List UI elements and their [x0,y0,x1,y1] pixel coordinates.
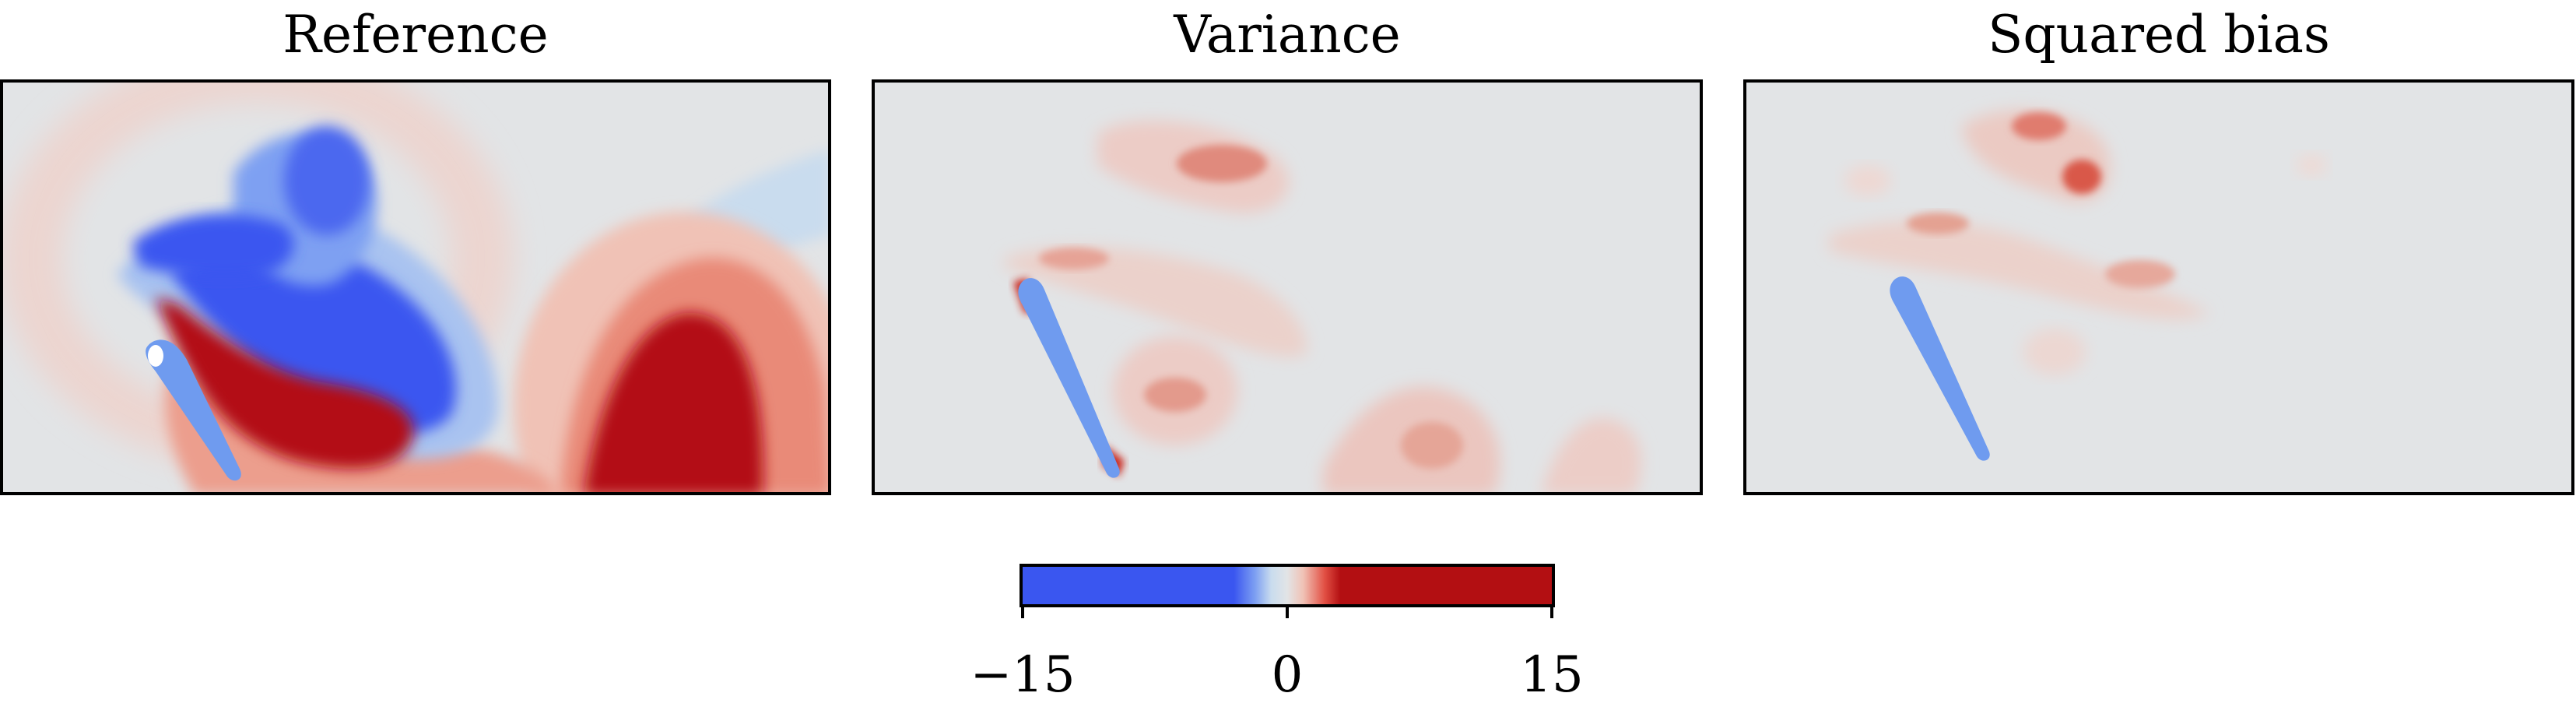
bias-faint-spot [1844,165,1891,196]
panel-title-variance: Variance [1174,5,1401,65]
bias-faint-spot-right [2296,154,2327,176]
reference-frame [0,79,831,495]
reference-blue-vortex-core [171,242,457,434]
bias-airfoil [1890,276,1990,461]
bias-upper-hotspot [2012,112,2066,140]
reference-red-underwing [156,297,414,469]
reference-panel [0,79,831,495]
colorbar-tick-label-min: −15 [970,646,1076,704]
reference-leading-edge-jet [132,214,294,278]
squared-bias-panel [1743,79,2574,495]
bias-right-spot [2105,260,2175,288]
variance-frame [872,79,1703,495]
bias-middle-band [1829,220,2210,320]
colorbar-tick-label-zero: 0 [1271,646,1304,704]
variance-lower-hotspot [1144,378,1206,412]
variance-upper-hotspot [1177,145,1267,182]
colorbar-tick-label-max: 15 [1520,646,1584,704]
panel-title-reference: Reference [283,5,549,65]
variance-panel [872,79,1703,495]
colorbar-gradient [1020,564,1555,607]
bias-lower-faint-spot [2023,329,2086,375]
reference-airfoil-highlight [148,345,163,367]
bias-background [1745,81,2573,494]
variance-wake-hotspot [1401,422,1463,469]
reference-upper-blue-core [284,126,370,235]
bias-frame [1743,79,2574,495]
variance-background [873,81,1701,494]
reference-red-band-outer [164,360,560,494]
variance-right-blob [1541,418,1641,494]
variance-leading-edge-spot [1039,248,1109,269]
bias-left-spot [1907,213,1969,234]
colorbar: −15 0 15 [970,559,1584,714]
reference-red-vortex-core [584,312,763,494]
bias-upper-core [2062,160,2101,194]
variance-middle-band [1004,247,1307,357]
reference-airfoil [146,339,241,481]
variance-airfoil [1018,278,1120,478]
panel-title-squared-bias: Squared bias [1988,5,2330,65]
